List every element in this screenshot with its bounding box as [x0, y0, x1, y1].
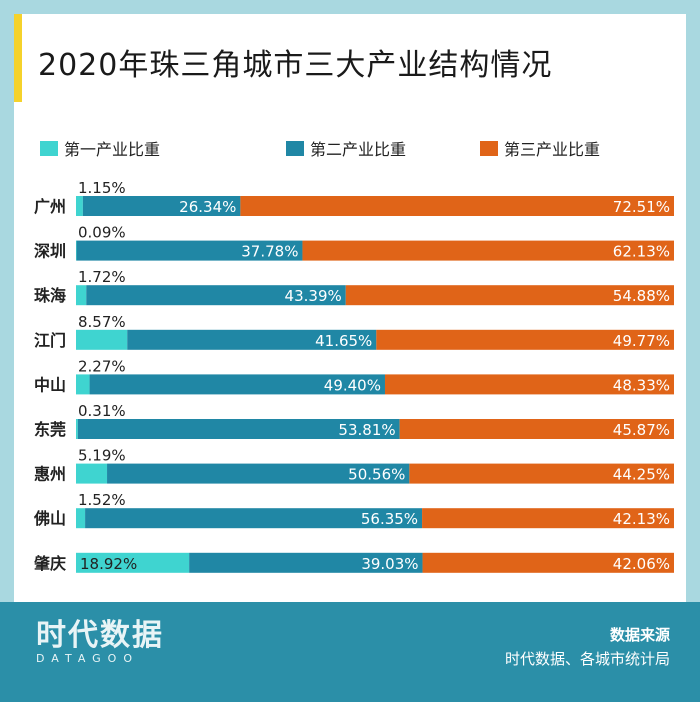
data-label-secondary: 56.35%: [361, 510, 418, 528]
data-label-primary: 8.57%: [78, 313, 126, 331]
data-label-secondary: 43.39%: [285, 287, 342, 305]
data-label-primary: 1.52%: [78, 491, 126, 509]
category-label: 深圳: [34, 242, 66, 261]
bar-segment-primary: [76, 329, 128, 350]
legend-swatch-1: [40, 141, 58, 156]
bar-segment-tertiary: [409, 463, 674, 484]
category-label: 广州: [34, 197, 66, 216]
bar-segment-tertiary: [376, 329, 674, 350]
category-label: 珠海: [34, 286, 66, 305]
bar-segment-tertiary: [422, 508, 674, 529]
bar-segment-primary: [76, 374, 90, 395]
bar-segment-tertiary: [345, 285, 674, 306]
legend-swatch-2: [286, 141, 304, 156]
data-label-tertiary: 48.33%: [613, 376, 670, 394]
data-label-tertiary: 49.77%: [613, 332, 670, 350]
title-accent-bar: [14, 14, 22, 102]
category-label: 中山: [34, 375, 66, 394]
bar-segment-tertiary: [399, 419, 674, 439]
bar-segment-primary: [76, 240, 77, 261]
data-label-secondary: 53.81%: [338, 421, 395, 439]
bar-segment-secondary: [89, 374, 385, 395]
legend-swatch-3: [480, 141, 498, 156]
bar-segment-secondary: [86, 285, 346, 306]
legend-label-3: 第三产业比重: [504, 140, 600, 159]
data-label-secondary: 39.03%: [361, 555, 418, 573]
bar-segment-primary: [76, 285, 87, 306]
legend-label-2: 第二产业比重: [310, 140, 406, 159]
bar-segment-primary: [76, 196, 83, 216]
bar-segment-secondary: [82, 196, 241, 216]
data-label-secondary: 50.56%: [348, 466, 405, 484]
bar-segment-primary: [76, 419, 78, 439]
category-label: 江门: [34, 331, 66, 350]
bar-segment-secondary: [127, 329, 377, 350]
data-label-secondary: 26.34%: [179, 198, 236, 216]
bar-segment-secondary: [77, 419, 400, 439]
bar-segment-tertiary: [422, 552, 674, 573]
bar-segment-secondary: [107, 463, 410, 484]
data-label-primary: 0.09%: [78, 224, 126, 242]
category-label: 肇庆: [33, 554, 66, 573]
data-label-tertiary: 72.51%: [613, 198, 670, 216]
category-label: 佛山: [33, 509, 66, 528]
data-label-primary: 1.15%: [78, 179, 126, 197]
bar-segment-tertiary: [240, 196, 674, 216]
data-label-primary: 18.92%: [80, 555, 137, 573]
data-label-tertiary: 62.13%: [613, 243, 670, 261]
data-label-tertiary: 44.25%: [613, 466, 670, 484]
bar-segment-primary: [76, 463, 108, 484]
bar-segment-secondary: [76, 240, 303, 261]
bar-segment-secondary: [189, 552, 423, 573]
legend-label-1: 第一产业比重: [64, 140, 160, 159]
data-label-primary: 0.31%: [78, 402, 126, 420]
bar-segment-primary: [76, 508, 86, 529]
bar-segment-tertiary: [384, 374, 674, 395]
top-strip: [0, 0, 700, 14]
brand-logo: 时代数据: [36, 618, 164, 653]
bar-segment-tertiary: [302, 240, 674, 261]
data-label-secondary: 49.40%: [324, 376, 381, 394]
data-label-secondary: 37.78%: [241, 243, 298, 261]
data-label-tertiary: 42.13%: [613, 510, 670, 528]
page-title: 2020年珠三角城市三大产业结构情况: [38, 48, 553, 83]
data-label-tertiary: 45.87%: [613, 421, 670, 439]
source-title: 数据来源: [609, 626, 670, 644]
bar-segment-secondary: [85, 508, 423, 529]
data-label-primary: 2.27%: [78, 357, 126, 375]
chart-card: [14, 14, 686, 602]
data-label-primary: 1.72%: [78, 268, 126, 286]
data-label-tertiary: 54.88%: [613, 287, 670, 305]
bar-segment-primary: [76, 552, 190, 573]
data-label-primary: 5.19%: [78, 447, 126, 465]
brand-logo-subtitle: DATAGOO: [36, 652, 139, 665]
category-label: 东莞: [34, 420, 66, 439]
footer: [0, 602, 700, 702]
category-label: 惠州: [34, 465, 66, 484]
data-label-secondary: 41.65%: [315, 332, 372, 350]
source-text: 时代数据、各城市统计局: [504, 650, 670, 668]
data-label-tertiary: 42.06%: [613, 555, 670, 573]
